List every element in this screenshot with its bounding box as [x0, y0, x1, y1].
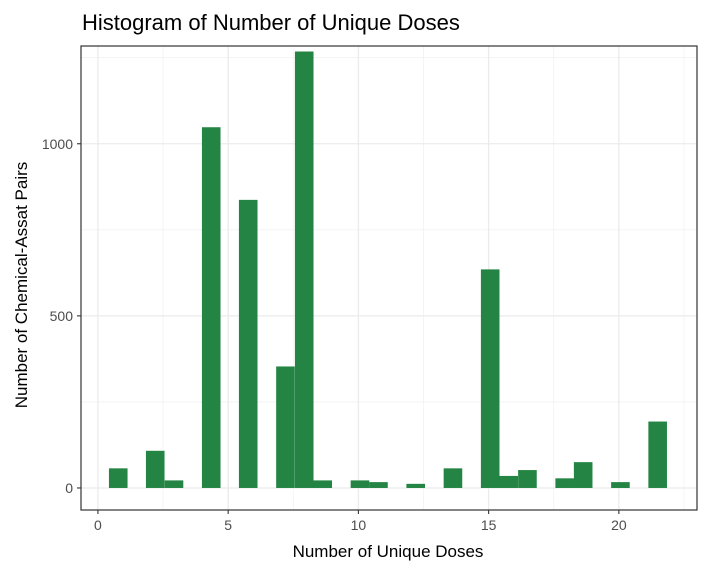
- y-tick-label: 500: [50, 308, 74, 324]
- x-tick-label: 20: [611, 517, 627, 533]
- x-axis-label: Number of Unique Doses: [293, 542, 484, 561]
- histogram-bar: [499, 475, 518, 488]
- x-tick-label: 5: [224, 517, 232, 533]
- histogram-bar: [555, 478, 574, 488]
- x-axis-ticks: 0 5 10 15 20: [94, 510, 627, 533]
- histogram-bar: [108, 468, 128, 488]
- histogram-bar: [406, 483, 425, 488]
- x-tick-label: 10: [351, 517, 367, 533]
- histogram-bar: [294, 51, 314, 488]
- histogram-bar: [369, 482, 388, 488]
- x-tick-label: 15: [481, 517, 497, 533]
- histogram-bars: [108, 51, 667, 488]
- histogram-bar: [313, 480, 333, 488]
- y-axis-label: Number of Chemical-Assat Pairs: [12, 162, 31, 409]
- y-tick-label: 1000: [42, 136, 73, 152]
- chart-title: Histogram of Number of Unique Doses: [82, 10, 460, 35]
- x-tick-label: 0: [94, 517, 102, 533]
- y-tick-label: 0: [65, 480, 73, 496]
- histogram-bar: [573, 462, 593, 488]
- histogram-bar: [518, 470, 537, 488]
- histogram-bar: [648, 421, 667, 488]
- y-axis-ticks: 0 500 1000: [42, 136, 81, 496]
- minor-gridlines: [81, 46, 697, 510]
- histogram-bar: [480, 269, 500, 488]
- histogram-bar: [443, 468, 463, 488]
- histogram-bar: [145, 450, 165, 488]
- histogram-bar: [164, 480, 184, 488]
- major-gridlines: [81, 46, 697, 510]
- histogram-bar: [611, 482, 630, 488]
- plot-panel-border: [80, 45, 698, 511]
- histogram-bar: [350, 480, 370, 488]
- histogram-bar: [201, 127, 221, 488]
- histogram-bar: [238, 199, 258, 488]
- histogram-bar: [276, 366, 295, 488]
